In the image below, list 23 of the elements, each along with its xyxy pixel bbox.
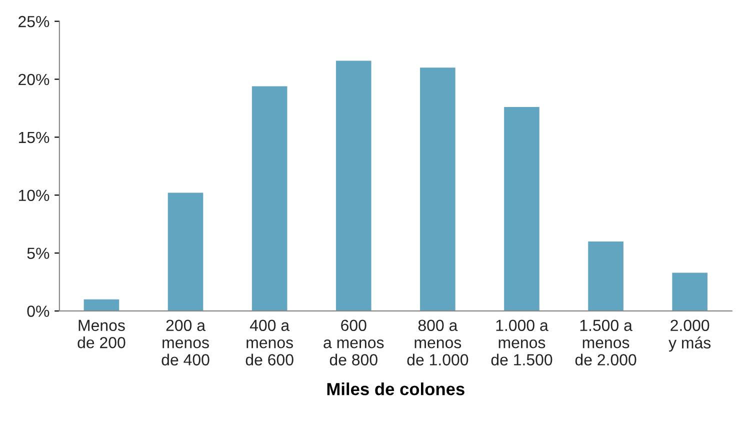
bar xyxy=(420,68,456,311)
x-axis-title: Miles de colones xyxy=(327,382,464,396)
bar xyxy=(588,241,624,311)
x-tick-label: 1.000 a menos de 1.500 xyxy=(491,320,552,366)
bar xyxy=(168,192,204,311)
y-tick-label: 10% xyxy=(18,190,50,202)
bar xyxy=(252,86,288,311)
y-tick-label: 25% xyxy=(18,16,50,28)
y-tick-label: 0% xyxy=(27,306,50,317)
x-tick-label: 1.500 a menos de 2.000 xyxy=(575,320,636,366)
y-tick-label: 15% xyxy=(18,132,50,144)
bar xyxy=(336,60,372,311)
bar xyxy=(672,272,708,311)
x-tick-label: 800 a menos de 1.000 xyxy=(407,320,468,366)
y-tick-label: 5% xyxy=(27,248,50,259)
x-tick-label: 200 a menos de 400 xyxy=(162,320,210,366)
x-tick-label: 2.000 y más xyxy=(668,320,711,352)
bar xyxy=(84,299,120,311)
bar xyxy=(504,107,540,311)
x-tick-label: 400 a menos de 600 xyxy=(246,320,294,366)
x-tick-label: 600 a menos de 800 xyxy=(324,320,384,366)
y-tick-label: 20% xyxy=(18,74,50,86)
x-tick-label: Menos de 200 xyxy=(78,320,126,348)
